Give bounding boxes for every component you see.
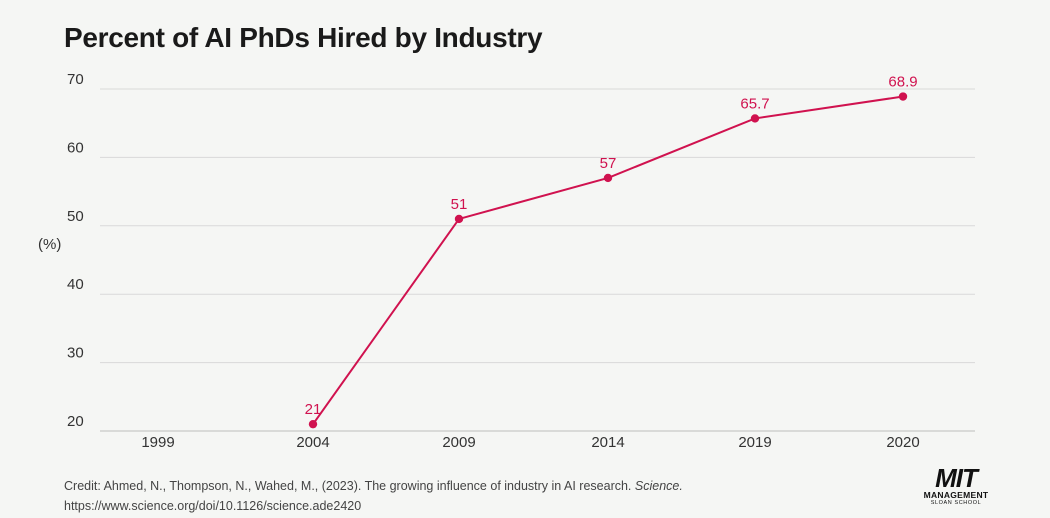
data-label: 51 bbox=[451, 196, 468, 213]
x-tick-label: 2020 bbox=[886, 434, 919, 451]
data-label: 57 bbox=[600, 155, 617, 172]
data-label: 21 bbox=[305, 401, 322, 418]
credit-text: Credit: Ahmed, N., Thompson, N., Wahed, … bbox=[64, 479, 632, 493]
logo-mit: MIT bbox=[935, 463, 978, 493]
data-point bbox=[603, 173, 613, 183]
series-line bbox=[312, 95, 904, 425]
x-tick-label: 2014 bbox=[591, 434, 624, 451]
data-point bbox=[454, 214, 464, 224]
data-label: 65.7 bbox=[740, 95, 769, 112]
y-tick-label: 20 bbox=[67, 413, 84, 430]
y-tick-label: 60 bbox=[67, 139, 84, 156]
x-tick-label: 2019 bbox=[738, 434, 771, 451]
x-tick-label: 2004 bbox=[296, 434, 329, 451]
x-tick-label: 1999 bbox=[141, 434, 174, 451]
credit-citation: Credit: Ahmed, N., Thompson, N., Wahed, … bbox=[64, 476, 683, 496]
y-tick-label: 70 bbox=[67, 71, 84, 88]
y-axis-label: (%) bbox=[38, 236, 62, 253]
logo-sloan-school: SLOAN SCHOOL bbox=[930, 500, 982, 506]
logo-management: MANAGEMENT bbox=[923, 490, 989, 500]
credit-note: Credit: Ahmed, N., Thompson, N., Wahed, … bbox=[64, 476, 683, 516]
x-tick-label: 2009 bbox=[442, 434, 475, 451]
data-point bbox=[750, 114, 760, 123]
y-tick-label: 30 bbox=[67, 345, 84, 362]
data-label: 68.9 bbox=[888, 74, 917, 91]
y-tick-label: 50 bbox=[67, 208, 84, 225]
chart-title: Percent of AI PhDs Hired by Industry bbox=[64, 22, 543, 53]
data-point bbox=[308, 419, 318, 429]
credit-journal: Science. bbox=[634, 479, 683, 493]
credit-url: https://www.science.org/doi/10.1126/scie… bbox=[64, 499, 362, 513]
y-tick-label: 40 bbox=[67, 276, 84, 293]
mit-sloan-logo: MIT MANAGEMENT SLOAN SCHOOL bbox=[918, 463, 994, 507]
data-point bbox=[898, 92, 908, 101]
